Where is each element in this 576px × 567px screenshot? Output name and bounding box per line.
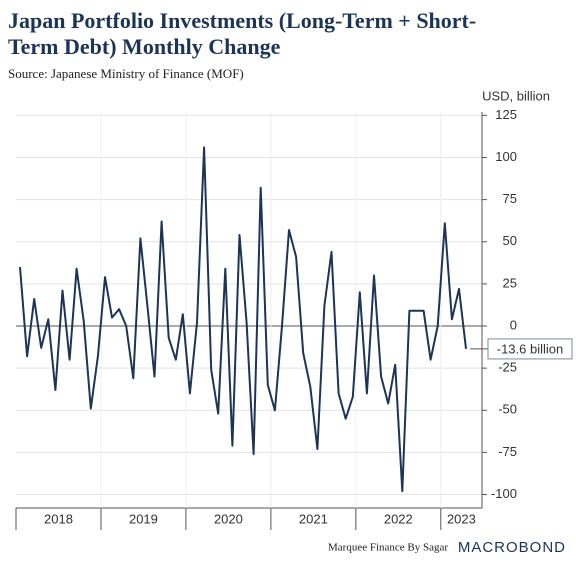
- x-tick-label: 2021: [299, 511, 328, 526]
- y-tick-label: 125: [495, 107, 517, 122]
- callout-label: -13.6 billion: [497, 341, 564, 356]
- y-tick-label: 50: [503, 233, 517, 248]
- footer: Marquee Finance By Sagar: [328, 542, 448, 554]
- y-axis-label: USD, billion: [482, 88, 550, 103]
- chart-subtitle: Source: Japanese Ministry of Finance (MO…: [8, 66, 244, 81]
- data-line: [19, 146, 467, 493]
- y-tick-label: -50: [498, 402, 517, 417]
- x-tick-label: 2019: [129, 511, 158, 526]
- x-tick-label: 2020: [214, 511, 243, 526]
- x-tick-label: 2018: [44, 511, 73, 526]
- y-tick-label: 0: [510, 317, 517, 332]
- y-tick-label: -25: [498, 360, 517, 375]
- chart-title: Japan Portfolio Investments (Long-Term +…: [8, 8, 476, 33]
- chart-title: Term Debt) Monthly Change: [8, 34, 281, 59]
- y-tick-label: 25: [503, 275, 517, 290]
- y-tick-label: 100: [495, 149, 517, 164]
- x-tick-label: 2022: [384, 511, 413, 526]
- y-tick-label: -75: [498, 444, 517, 459]
- brand-logo: MACROBOND: [458, 539, 566, 556]
- y-tick-label: -100: [491, 486, 517, 501]
- y-tick-label: 75: [503, 191, 517, 206]
- x-tick-label: 2023: [447, 511, 476, 526]
- callout-box: [487, 338, 573, 360]
